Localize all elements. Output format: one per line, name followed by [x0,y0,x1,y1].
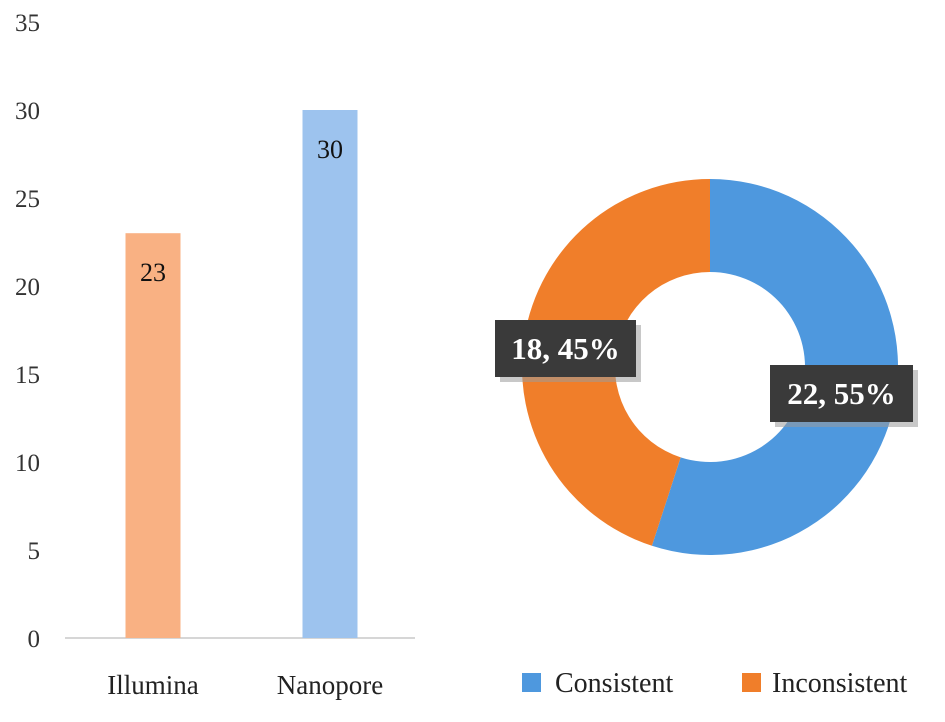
legend-label: Inconsistent [772,668,908,699]
y-tick-label: 15 [15,362,40,389]
bar-chart: 0 5 10 15 20 25 30 35 23 Illumina 30 Nanopore [15,10,415,700]
bar-data-label: 30 [317,135,343,164]
data-label-box [495,320,636,377]
y-tick-label: 25 [15,186,40,213]
data-label-box [770,365,913,422]
bar-illumina [125,233,181,638]
x-category-label: Nanopore [277,670,383,700]
legend-swatch-consistent [522,673,541,692]
y-tick-label: 0 [28,626,41,653]
y-tick-label: 30 [15,98,40,125]
y-tick-label: 10 [15,450,40,477]
bar-nanopore [302,110,358,638]
donut-slice-inconsistent [522,179,710,546]
donut-slice-consistent [651,179,899,555]
x-category-label: Illumina [107,670,198,700]
slice-data-label: 18, 45% [511,331,620,366]
legend-label: Consistent [555,668,673,699]
donut-chart: 22, 55% 18, 45% Consistent Inconsistent [495,179,918,699]
legend-swatch-inconsistent [742,673,761,692]
y-tick-label: 5 [28,538,41,565]
bar-data-label: 23 [140,258,166,287]
y-tick-label: 35 [15,10,40,37]
slice-data-label: 22, 55% [787,376,896,411]
y-tick-label: 20 [15,274,40,301]
